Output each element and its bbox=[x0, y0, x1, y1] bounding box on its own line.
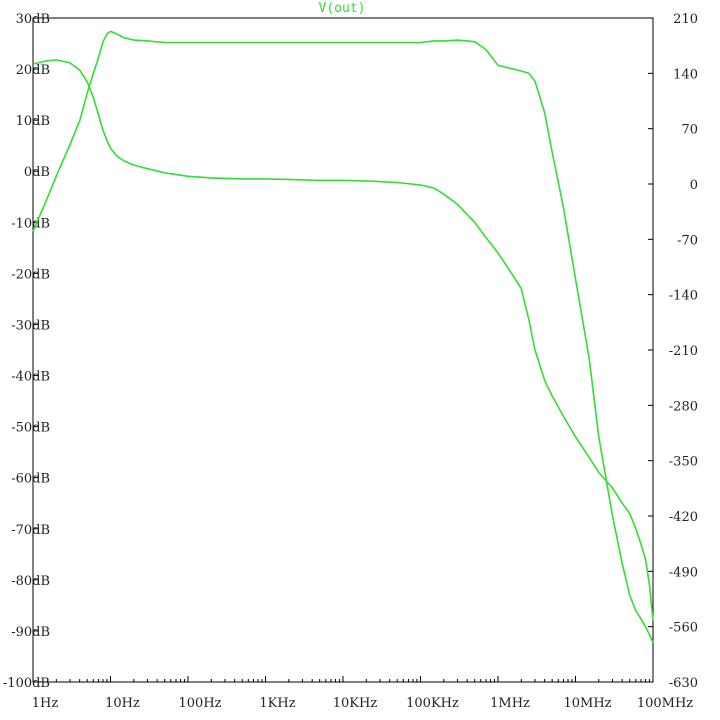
series-group bbox=[32, 30, 654, 643]
phase-curve bbox=[32, 30, 654, 643]
y-left-tick-label: 0dB bbox=[24, 165, 50, 180]
y-left-tick-label: -10dB bbox=[11, 216, 50, 231]
y-left-tick-label: 10dB bbox=[16, 114, 50, 129]
x-tick-label: 100MHz bbox=[637, 696, 693, 711]
y-right-tick-label: -350 bbox=[669, 455, 698, 470]
y-left-tick-label: -20dB bbox=[11, 267, 50, 282]
x-tick-label: 1MHz bbox=[490, 696, 530, 711]
x-tick-label: 1Hz bbox=[32, 696, 59, 711]
y-left-tick-label: -100dB bbox=[3, 676, 50, 691]
y-right-tick-label: -630 bbox=[669, 676, 698, 691]
y-right-tick-label: -70 bbox=[677, 233, 698, 248]
x-tick-label: 10KHz bbox=[333, 696, 378, 711]
x-axis: 1Hz 10Hz 100Hz 1KHz 10KHz 100KHz 1MHz 10MHz 100M… bbox=[32, 676, 693, 711]
chart-title: V(out) bbox=[319, 1, 366, 16]
y-left-tick-label: -40dB bbox=[11, 370, 50, 385]
y-right-tick-label: 140 bbox=[673, 67, 698, 82]
y-left-tick-label: -90dB bbox=[11, 625, 50, 640]
x-tick-label: 100KHz bbox=[406, 696, 459, 711]
x-tick-label: 100Hz bbox=[179, 696, 222, 711]
y-right-tick-label: -210 bbox=[669, 344, 698, 359]
x-tick-label: 10MHz bbox=[563, 696, 611, 711]
y-right-tick-label: 0 bbox=[690, 178, 698, 193]
y-right-tick-label: -140 bbox=[669, 289, 698, 304]
y-left-tick-label: -70dB bbox=[11, 523, 50, 538]
y-right-tick-label: 210 bbox=[673, 12, 698, 27]
y-right-tick-label: -420 bbox=[669, 510, 698, 525]
x-tick-label: 1KHz bbox=[259, 696, 295, 711]
y-left-tick-label: 20dB bbox=[16, 63, 50, 78]
magnitude-curve bbox=[32, 59, 654, 621]
x-tick-label: 10Hz bbox=[105, 696, 140, 711]
y-right-tick-label: -280 bbox=[669, 399, 698, 414]
y-right-tick-label: -560 bbox=[669, 621, 698, 636]
y-left-tick-label: -30dB bbox=[11, 318, 50, 333]
y-left-tick-label: -50dB bbox=[11, 421, 50, 436]
plot-frame bbox=[32, 17, 654, 683]
y-left-tick-label: -60dB bbox=[11, 472, 50, 487]
y-left-tick-label: -80dB bbox=[11, 574, 50, 589]
right-axis: 210 140 70 0 -70 -140 -210 -280 -350 -420 -490 -560… bbox=[648, 12, 698, 691]
y-right-tick-label: -490 bbox=[669, 565, 698, 580]
y-left-tick-label: 30dB bbox=[16, 12, 50, 27]
y-right-tick-label: 70 bbox=[681, 123, 698, 138]
left-axis: 30dB 20dB 10dB 0dB -10dB -20dB -30dB -40dB -50dB… bbox=[3, 12, 50, 691]
